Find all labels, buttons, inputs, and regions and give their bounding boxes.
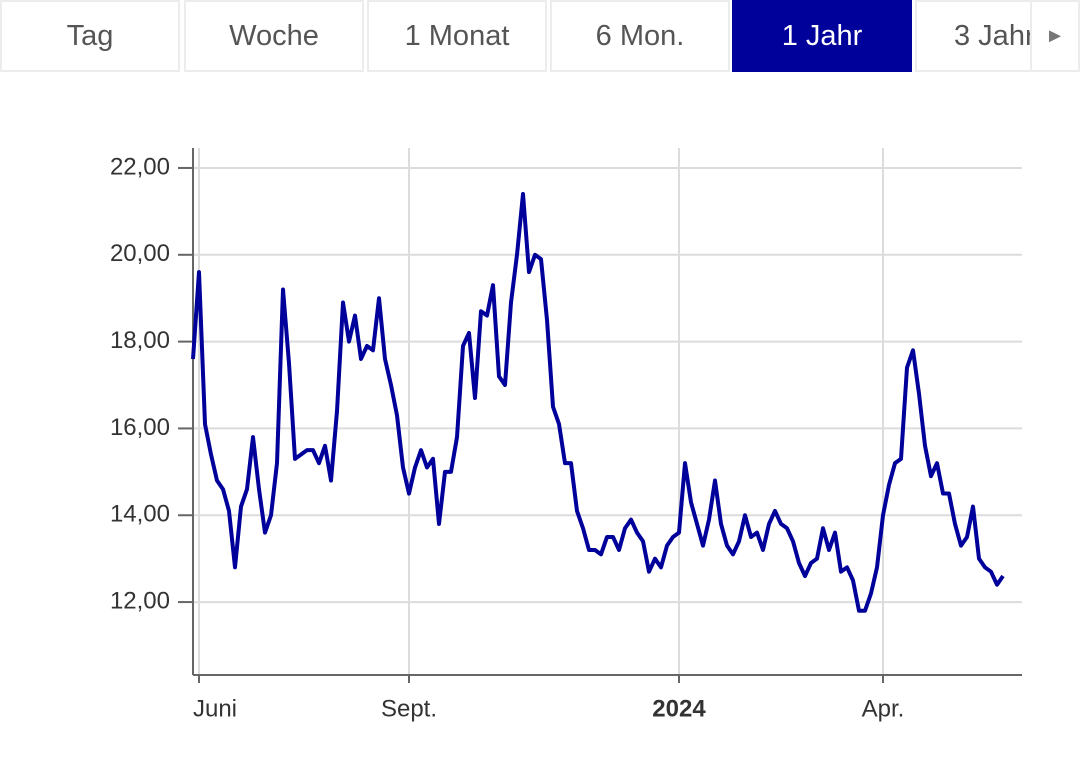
x-tick-label: Sept. xyxy=(381,695,437,722)
period-tab[interactable]: 1 Monat xyxy=(367,0,547,72)
y-tick-label: 16,00 xyxy=(110,414,170,441)
x-tick-label: 2024 xyxy=(652,695,706,722)
period-tab[interactable]: Tag xyxy=(0,0,180,72)
period-tab[interactable]: 1 Jahr xyxy=(732,0,912,72)
y-tick-label: 22,00 xyxy=(110,153,170,180)
price-line xyxy=(191,192,1005,613)
period-tab[interactable]: 6 Mon. xyxy=(550,0,730,72)
x-tick-label: Apr. xyxy=(862,695,905,722)
period-tabs: Tag Woche 1 Monat 6 Mon. 1 Jahr 3 Jahre ► xyxy=(0,0,1080,74)
scroll-button[interactable]: ► xyxy=(1030,0,1080,72)
y-tick-label: 14,00 xyxy=(110,501,170,528)
x-tick-label: Juni xyxy=(193,695,237,722)
y-tick-label: 18,00 xyxy=(110,327,170,354)
period-tab[interactable]: Woche xyxy=(184,0,364,72)
y-tick-label: 12,00 xyxy=(110,587,170,614)
y-tick-label: 20,00 xyxy=(110,240,170,267)
